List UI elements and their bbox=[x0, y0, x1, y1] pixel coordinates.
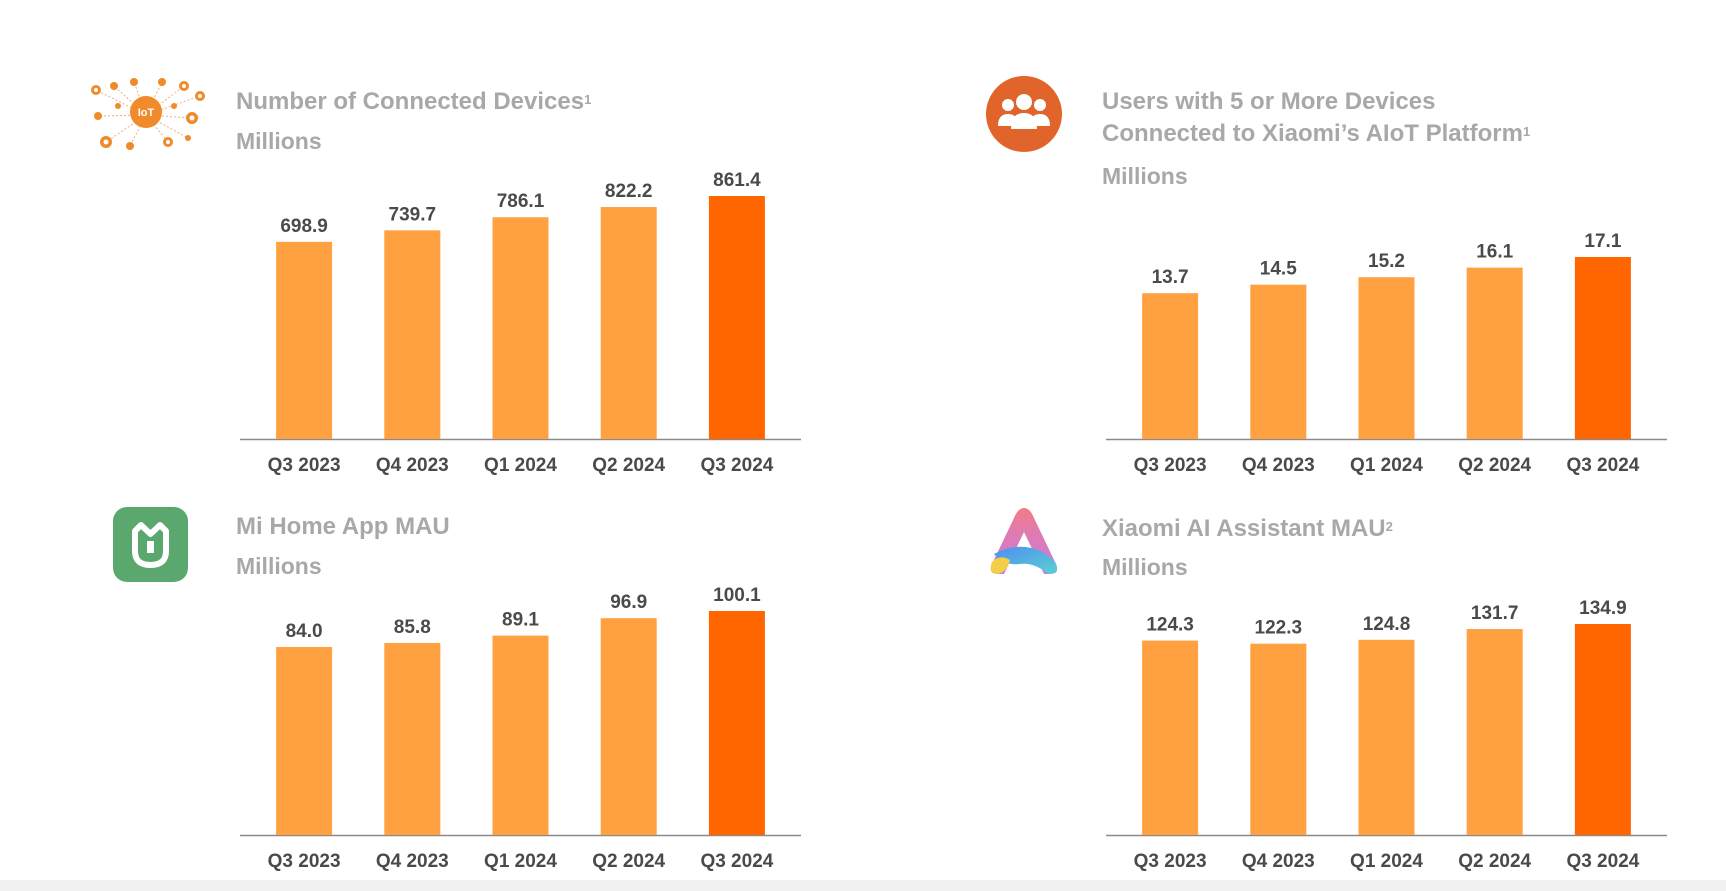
chart-title-line-1: Users with 5 or More Devices bbox=[1102, 88, 1436, 115]
data-label: 786.1 bbox=[497, 191, 545, 212]
chart-unit: Millions bbox=[236, 128, 322, 154]
bar-q3-2024 bbox=[1574, 624, 1631, 835]
iot-network-icon: IoT bbox=[84, 76, 208, 154]
bar-q4-2023 bbox=[384, 643, 441, 835]
x-tick-label: Q3 2024 bbox=[700, 455, 773, 476]
panel-mi-home-mau: Mi Home App MAU Millions 84.0 Q3 2023 85.8… bbox=[0, 396, 860, 872]
x-tick-label: Q2 2024 bbox=[592, 851, 665, 872]
footnote-mark: 1 bbox=[1522, 124, 1531, 139]
bar-q3-2024 bbox=[708, 196, 765, 439]
footnote-mark: 1 bbox=[584, 92, 592, 107]
data-label: 16.1 bbox=[1476, 242, 1513, 263]
bar-chart-connected-devices: 698.9 Q3 2023 739.7 Q4 2023 786.1 Q1 2024 822.… bbox=[240, 170, 801, 476]
chart-title-text: Number of Connected Devices bbox=[236, 88, 585, 115]
chart-title-line-2: Connected to Xiaomi’s AIoT Platform bbox=[1102, 120, 1523, 147]
data-label: 822.2 bbox=[605, 181, 653, 202]
data-label: 124.3 bbox=[1146, 615, 1194, 636]
x-tick-label: Q3 2023 bbox=[268, 455, 341, 476]
bar-q1-2024 bbox=[1358, 277, 1415, 439]
chart-title-text: Xiaomi AI Assistant MAU bbox=[1102, 515, 1386, 542]
x-tick-label: Q4 2023 bbox=[376, 851, 449, 872]
chart-unit: Millions bbox=[236, 553, 322, 579]
panel-connected-devices: IoT Number of Connected Devices1 Million… bbox=[0, 0, 860, 476]
bar-chart-users-5-devices: 13.7 Q3 2023 14.5 Q4 2023 15.2 Q1 2024 16.1 Q2 … bbox=[1106, 231, 1667, 476]
bar-q4-2023 bbox=[1250, 284, 1307, 439]
data-label: 739.7 bbox=[389, 204, 437, 225]
x-tick-label: Q3 2023 bbox=[268, 851, 341, 872]
x-tick-label: Q3 2023 bbox=[1134, 455, 1207, 476]
data-label: 100.1 bbox=[713, 585, 761, 606]
x-tick-label: Q4 2023 bbox=[1242, 851, 1315, 872]
mi-home-app-icon bbox=[113, 507, 188, 582]
users-group-icon bbox=[986, 76, 1062, 152]
bar-q4-2023 bbox=[1250, 643, 1307, 835]
bar-q2-2024 bbox=[1466, 267, 1523, 439]
x-tick-label: Q1 2024 bbox=[484, 455, 557, 476]
x-tick-label: Q1 2024 bbox=[484, 851, 557, 872]
data-label: 15.2 bbox=[1368, 251, 1405, 272]
footnote-mark: 2 bbox=[1385, 519, 1393, 534]
x-tick-label: Q3 2024 bbox=[700, 851, 773, 872]
chart-title: Xiaomi AI Assistant MAU2 bbox=[1102, 513, 1393, 545]
data-label: 13.7 bbox=[1152, 267, 1189, 288]
page-footer-band bbox=[0, 880, 1726, 891]
ai-assistant-icon bbox=[986, 506, 1062, 578]
data-label: 698.9 bbox=[280, 216, 328, 237]
data-label: 14.5 bbox=[1260, 259, 1297, 280]
panel-users-5-devices: Users with 5 or More Devices Connected t… bbox=[866, 0, 1726, 476]
data-label: 85.8 bbox=[394, 617, 431, 638]
panel-ai-assistant-mau: Xiaomi AI Assistant MAU2 Millions 124.3 Q… bbox=[866, 396, 1726, 872]
x-tick-label: Q3 2024 bbox=[1566, 851, 1639, 872]
iot-icon-label: IoT bbox=[138, 107, 155, 119]
chart-title: Number of Connected Devices1 bbox=[236, 86, 591, 118]
data-label: 131.7 bbox=[1471, 603, 1519, 624]
bar-q1-2024 bbox=[1358, 639, 1415, 835]
bar-q3-2024 bbox=[1574, 257, 1631, 439]
bar-q2-2024 bbox=[600, 618, 657, 835]
bar-q4-2023 bbox=[384, 230, 441, 439]
data-label: 96.9 bbox=[610, 592, 647, 613]
data-label: 122.3 bbox=[1255, 618, 1303, 639]
bar-q3-2023 bbox=[1142, 640, 1199, 835]
chart-unit: Millions bbox=[1102, 554, 1188, 580]
x-tick-label: Q4 2023 bbox=[376, 455, 449, 476]
bar-q1-2024 bbox=[492, 635, 549, 835]
bar-q3-2023 bbox=[1142, 293, 1199, 439]
x-tick-label: Q2 2024 bbox=[1458, 851, 1531, 872]
bar-chart-ai-assistant-mau: 124.3 Q3 2023 122.3 Q4 2023 124.8 Q1 2024 131.… bbox=[1106, 598, 1667, 872]
x-tick-label: Q3 2023 bbox=[1134, 851, 1207, 872]
bar-q2-2024 bbox=[600, 207, 657, 439]
data-label: 861.4 bbox=[713, 170, 761, 191]
data-label: 124.8 bbox=[1363, 614, 1411, 635]
data-label: 17.1 bbox=[1584, 231, 1621, 252]
chart-unit: Millions bbox=[1102, 163, 1188, 189]
x-tick-label: Q2 2024 bbox=[1458, 455, 1531, 476]
bar-q2-2024 bbox=[1466, 629, 1523, 835]
data-label: 84.0 bbox=[286, 621, 323, 642]
bar-q3-2023 bbox=[276, 241, 333, 439]
x-tick-label: Q4 2023 bbox=[1242, 455, 1315, 476]
bar-q1-2024 bbox=[492, 217, 549, 439]
bar-q3-2023 bbox=[276, 647, 333, 835]
bar-chart-mi-home-mau: 84.0 Q3 2023 85.8 Q4 2023 89.1 Q1 2024 96.9 Q2 … bbox=[240, 585, 801, 872]
chart-title: Mi Home App MAU bbox=[236, 513, 450, 540]
data-label: 89.1 bbox=[502, 610, 539, 631]
data-label: 134.9 bbox=[1579, 598, 1627, 619]
bar-q3-2024 bbox=[708, 611, 765, 835]
x-tick-label: Q3 2024 bbox=[1566, 455, 1639, 476]
chart-title: Users with 5 or More Devices Connected t… bbox=[1102, 86, 1530, 150]
x-tick-label: Q1 2024 bbox=[1350, 455, 1423, 476]
x-tick-label: Q1 2024 bbox=[1350, 851, 1423, 872]
x-tick-label: Q2 2024 bbox=[592, 455, 665, 476]
